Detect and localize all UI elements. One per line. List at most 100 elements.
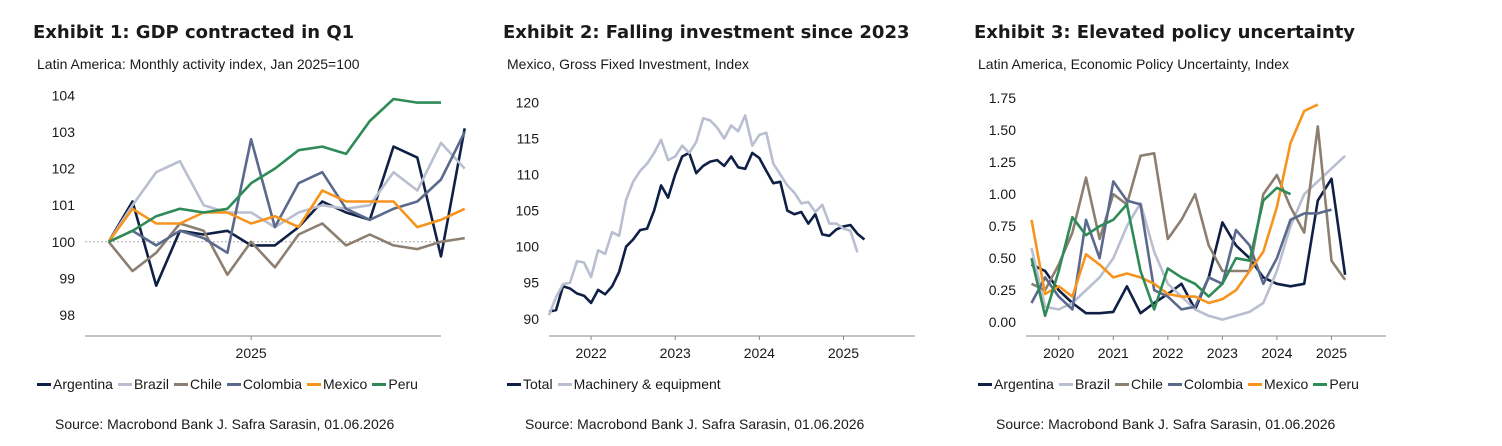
legend-label: Chile (189, 376, 222, 392)
chart-source: Source: Macrobond Bank J. Safra Sarasin,… (55, 416, 395, 432)
legend-label: Colombia (1183, 376, 1243, 392)
series-line-total (548, 151, 866, 313)
legend-label: Mexico (323, 376, 368, 392)
series-line-mexico (107, 189, 466, 243)
series-line-mexico (1030, 103, 1319, 305)
x-tick-label: 2023 (1207, 345, 1238, 361)
series-line-machinery-equipment (547, 114, 859, 316)
legend-item: Chile (173, 376, 222, 392)
legend-swatch (978, 382, 992, 386)
legend-label: Machinery & equipment (573, 376, 721, 392)
legend-swatch (307, 382, 321, 386)
chart-subtitle: Latin America, Economic Policy Uncertain… (978, 56, 1289, 72)
y-tick-label: 0.75 (989, 218, 1016, 234)
y-tick-label: 100 (516, 239, 540, 255)
legend-swatch (1167, 382, 1182, 386)
legend-item: Brazil (1058, 376, 1110, 392)
x-tick-label: 2025 (828, 345, 859, 361)
chart-panel-1: Exhibit 1: GDP contracted in Q1 Latin Am… (33, 0, 503, 446)
legend-label: Brazil (1074, 376, 1110, 392)
legend-item: Total (507, 376, 553, 392)
chart-plot-1: 989910010110210310420252026 (52, 87, 466, 361)
legend-label: Total (523, 376, 553, 392)
chart-source: Source: Macrobond Bank J. Safra Sarasin,… (996, 416, 1336, 432)
y-tick-label: 1.75 (989, 90, 1016, 106)
y-tick-label: 95 (523, 275, 539, 291)
legend-item: Peru (1313, 376, 1359, 392)
legend-swatch (1248, 382, 1262, 386)
chart-legend: Argentina Brazil Chile Colombia Mexico Peru (37, 376, 423, 392)
legend-item: Colombia (226, 376, 302, 392)
y-tick-label: 1.25 (989, 154, 1016, 170)
series-line-brazil (107, 141, 466, 243)
chart-legend: Argentina Brazil Chile Colombia Mexico Peru (978, 376, 1364, 392)
series-line-colombia (108, 131, 466, 255)
x-tick-label: 2022 (1152, 345, 1183, 361)
legend-item: Colombia (1167, 376, 1243, 392)
series-line-peru (1030, 186, 1292, 318)
legend-label: Peru (388, 376, 418, 392)
chart-plot-3: 0.00 0.25 0.50 0.75 1.00 1.25 1.50 1.75 2020 2021… (989, 90, 1386, 361)
series-line-colombia (1030, 180, 1332, 311)
y-tick-label: 98 (59, 307, 75, 323)
y-tick-label: 104 (52, 87, 76, 103)
legend-swatch (1313, 382, 1328, 386)
legend-label: Brazil (133, 376, 169, 392)
legend-swatch (557, 382, 572, 386)
chart-subtitle: Latin America: Monthly activity index, J… (37, 56, 360, 72)
series-line-chile (107, 222, 465, 276)
x-tick-label: 2024 (1261, 345, 1292, 361)
chart-plot-2: 90 95 100 105 110 115 120 2022 2023 2024 2025 (516, 94, 915, 361)
y-tick-label: 0.00 (989, 314, 1016, 330)
legend-label: Argentina (53, 376, 113, 392)
legend-label: Chile (1130, 376, 1163, 392)
series-line-argentina (1030, 177, 1347, 315)
y-tick-label: 101 (52, 197, 76, 213)
x-tick-label: 2025 (1316, 345, 1347, 361)
y-tick-label: 90 (523, 311, 539, 327)
x-tick-label: 2021 (1098, 345, 1129, 361)
legend-label: Argentina (994, 376, 1054, 392)
legend-item: Chile (1114, 376, 1163, 392)
y-tick-label: 102 (52, 161, 76, 177)
series-line-peru (108, 97, 441, 243)
legend-label: Colombia (242, 376, 302, 392)
legend-swatch (1114, 382, 1129, 386)
x-tick-label: 2020 (1043, 345, 1074, 361)
y-tick-label: 0.25 (989, 282, 1016, 298)
legend-label: Mexico (1264, 376, 1309, 392)
legend-swatch (117, 382, 132, 386)
x-tick-label: 2023 (660, 345, 691, 361)
x-tick-label: 2025 (236, 345, 267, 361)
y-tick-label: 100 (52, 234, 76, 250)
legend-swatch (173, 382, 188, 386)
legend-item: Mexico (1248, 376, 1308, 392)
legend-swatch (226, 382, 241, 386)
y-tick-label: 1.00 (989, 186, 1016, 202)
y-tick-label: 99 (59, 270, 75, 286)
series-line-brazil (1030, 154, 1346, 321)
y-tick-label: 103 (52, 124, 76, 140)
y-tick-label: 1.50 (989, 122, 1016, 138)
chart-source: Source: Macrobond Bank J. Safra Sarasin,… (525, 416, 865, 432)
y-tick-label: 115 (517, 130, 540, 146)
legend-item: Machinery & equipment (557, 376, 721, 392)
chart-panel-2: Exhibit 2: Falling investment since 2023… (503, 0, 973, 446)
series-line-chile (1030, 125, 1347, 292)
chart-title: Exhibit 2: Falling investment since 2023 (503, 22, 910, 43)
legend-swatch (507, 382, 521, 386)
y-tick-label: 110 (517, 167, 540, 183)
legend-item: Brazil (117, 376, 169, 392)
x-tick-label: 2022 (575, 345, 606, 361)
legend-item: Peru (372, 376, 418, 392)
chart-legend: Total Machinery & equipment (507, 376, 726, 392)
series-line-argentina (107, 128, 466, 287)
chart-subtitle: Mexico, Gross Fixed Investment, Index (507, 56, 749, 72)
y-tick-label: 0.50 (989, 250, 1016, 266)
legend-swatch (372, 382, 387, 386)
legend-item: Argentina (978, 376, 1054, 392)
legend-label: Peru (1329, 376, 1359, 392)
y-tick-label: 120 (516, 94, 540, 110)
chart-title: Exhibit 3: Elevated policy uncertainty (974, 22, 1356, 43)
legend-item: Argentina (37, 376, 113, 392)
